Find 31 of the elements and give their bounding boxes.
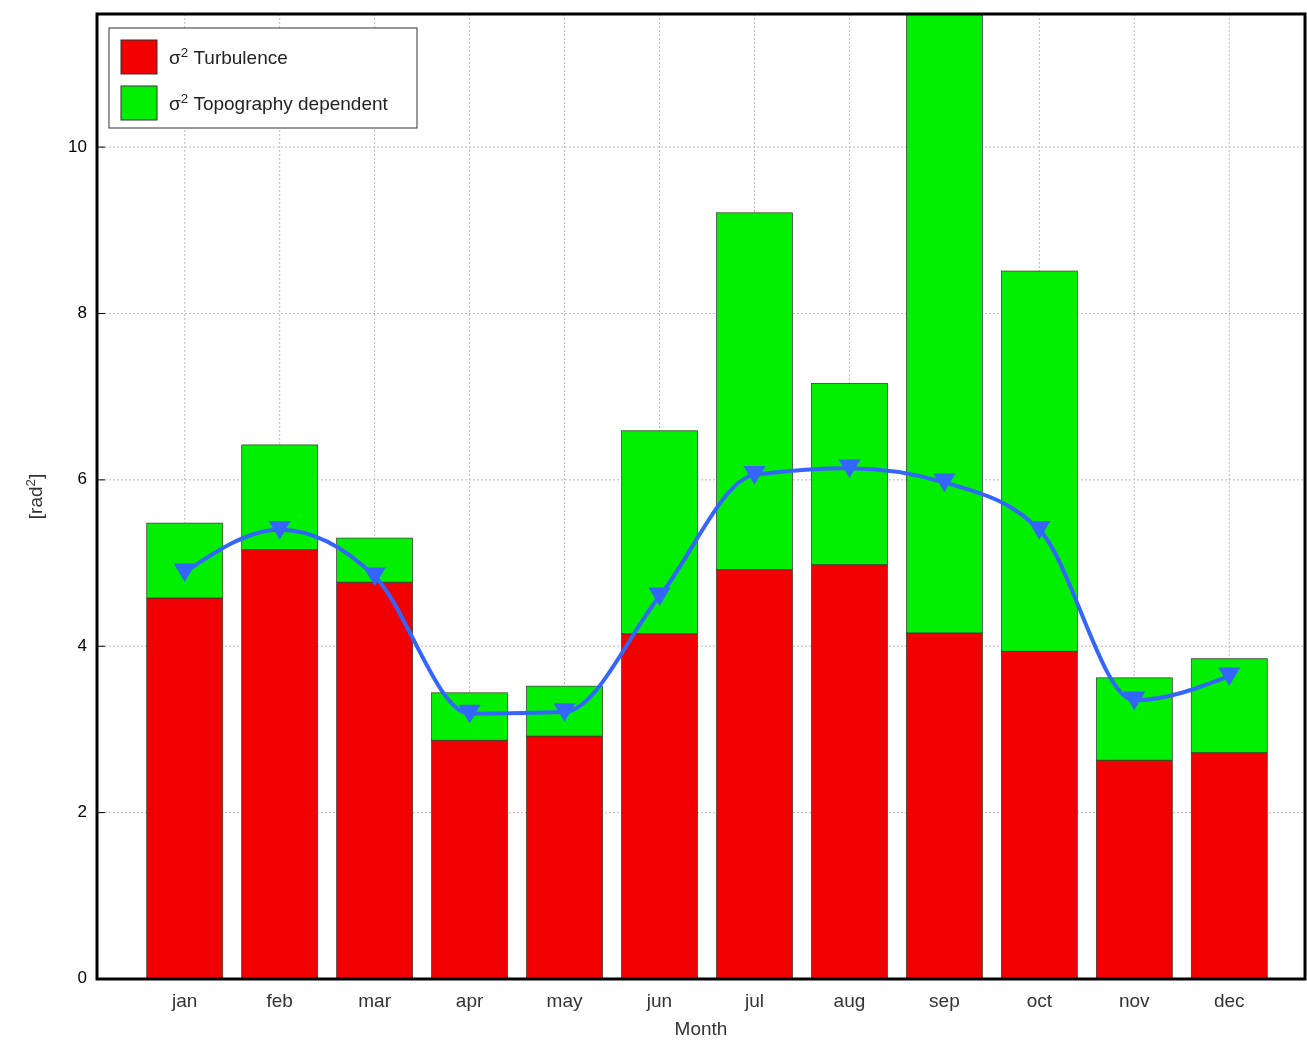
x-tick-label: feb [266,990,293,1011]
point [363,567,386,587]
point [268,520,291,540]
x-tick-label: apr [455,990,484,1011]
point [1218,667,1241,687]
x-tick-label: jan [171,990,198,1011]
y-tick-label: 8 [77,302,87,322]
point [838,459,861,479]
x-tick-label: oct [1026,990,1053,1011]
x-tick-label: dec [1213,990,1245,1011]
point [173,563,196,583]
y-tick-label: 0 [77,968,87,988]
point [933,473,956,493]
legend-label: σ$^{2}$ Topography dependent [169,90,389,114]
x-tick-label: aug [833,990,866,1011]
x-tick-label: jun [645,990,673,1011]
legend-label: σ$^{2}$ Turbulence [169,44,288,68]
x-tick-label: sep [929,990,960,1011]
x-axis-title: Month [674,1018,728,1039]
point [1028,520,1051,540]
x-tick-label: jul [743,990,764,1011]
point [743,466,766,485]
y-tick-label: 4 [77,635,87,655]
point [1123,691,1146,711]
y-tick-label: 2 [77,802,87,822]
x-tick-label: nov [1118,990,1151,1011]
y-tick-label: 6 [77,469,87,489]
y-tick-label: 10 [68,136,87,156]
x-tick-label: mar [358,990,392,1011]
point [648,587,671,607]
x-tick-label: may [546,990,583,1011]
